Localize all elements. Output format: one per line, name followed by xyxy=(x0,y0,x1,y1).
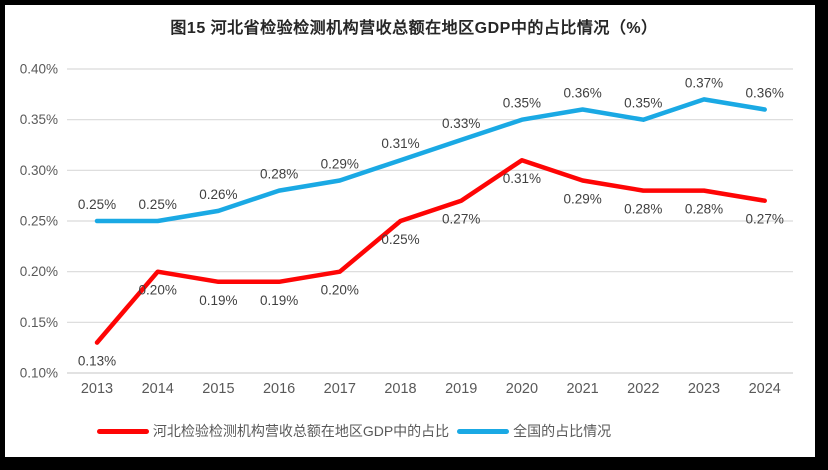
blue-line-swatch-icon xyxy=(457,428,510,434)
x-axis-tick-label: 2014 xyxy=(142,381,174,397)
data-label: 0.36% xyxy=(746,86,784,101)
hebei-series-line xyxy=(94,157,767,345)
national-series-line xyxy=(94,97,767,224)
data-label: 0.19% xyxy=(260,293,298,308)
red-line-swatch-icon xyxy=(96,428,149,434)
x-axis-tick-label: 2020 xyxy=(506,381,538,397)
data-label: 0.28% xyxy=(624,202,662,217)
legend-item-national: 全国的占比情况 xyxy=(457,421,611,441)
data-label: 0.19% xyxy=(199,293,237,308)
data-label: 0.33% xyxy=(442,116,480,131)
y-axis-tick-label: 0.35% xyxy=(20,112,58,127)
x-axis-tick-label: 2019 xyxy=(445,381,477,397)
y-axis-tick-label: 0.10% xyxy=(20,366,58,381)
x-axis-tick-label: 2021 xyxy=(566,381,598,397)
x-axis-tick-label: 2018 xyxy=(384,381,416,397)
chart-panel xyxy=(5,5,815,457)
data-label: 0.27% xyxy=(442,212,480,227)
legend-label-hebei: 河北检验检测机构营收总额在地区GDP中的占比 xyxy=(152,423,450,439)
data-label: 0.29% xyxy=(321,156,359,171)
data-label: 0.35% xyxy=(503,96,541,111)
data-label: 0.20% xyxy=(139,283,177,298)
x-axis-tick-label: 2015 xyxy=(202,381,234,397)
y-axis-tick-label: 0.30% xyxy=(20,163,58,178)
data-label: 0.25% xyxy=(78,197,116,212)
data-label: 0.25% xyxy=(139,197,177,212)
x-axis-tick-label: 2017 xyxy=(324,381,356,397)
y-axis-tick-label: 0.40% xyxy=(20,62,58,77)
data-label: 0.27% xyxy=(746,212,784,227)
data-label: 0.36% xyxy=(563,86,601,101)
data-label: 0.29% xyxy=(563,191,601,206)
x-axis-tick-label: 2016 xyxy=(263,381,295,397)
chart-legend: 河北检验检测机构营收总额在地区GDP中的占比 全国的占比情况 xyxy=(0,421,768,441)
data-label: 0.31% xyxy=(503,171,541,186)
data-label: 0.28% xyxy=(685,202,723,217)
legend-item-hebei: 河北检验检测机构营收总额在地区GDP中的占比 xyxy=(96,421,450,441)
data-label: 0.25% xyxy=(381,232,419,247)
data-label: 0.35% xyxy=(624,96,662,111)
data-label: 0.37% xyxy=(685,75,723,90)
x-axis-tick-label: 2022 xyxy=(627,381,659,397)
y-axis-tick-label: 0.20% xyxy=(20,264,58,279)
x-axis-tick-label: 2023 xyxy=(688,381,720,397)
x-axis-tick-label: 2024 xyxy=(749,381,781,397)
data-label: 0.26% xyxy=(199,187,237,202)
x-axis-tick-label: 2013 xyxy=(81,381,113,397)
y-axis-tick-label: 0.25% xyxy=(20,214,58,229)
data-label: 0.13% xyxy=(78,354,116,369)
legend-label-national: 全国的占比情况 xyxy=(513,423,612,439)
data-label: 0.28% xyxy=(260,167,298,182)
y-axis-tick-label: 0.15% xyxy=(20,315,58,330)
chart-title: 图15 河北省检验检测机构营收总额在地区GDP中的占比情况（%） xyxy=(170,20,658,37)
data-label: 0.20% xyxy=(321,283,359,298)
data-label: 0.31% xyxy=(381,136,419,151)
